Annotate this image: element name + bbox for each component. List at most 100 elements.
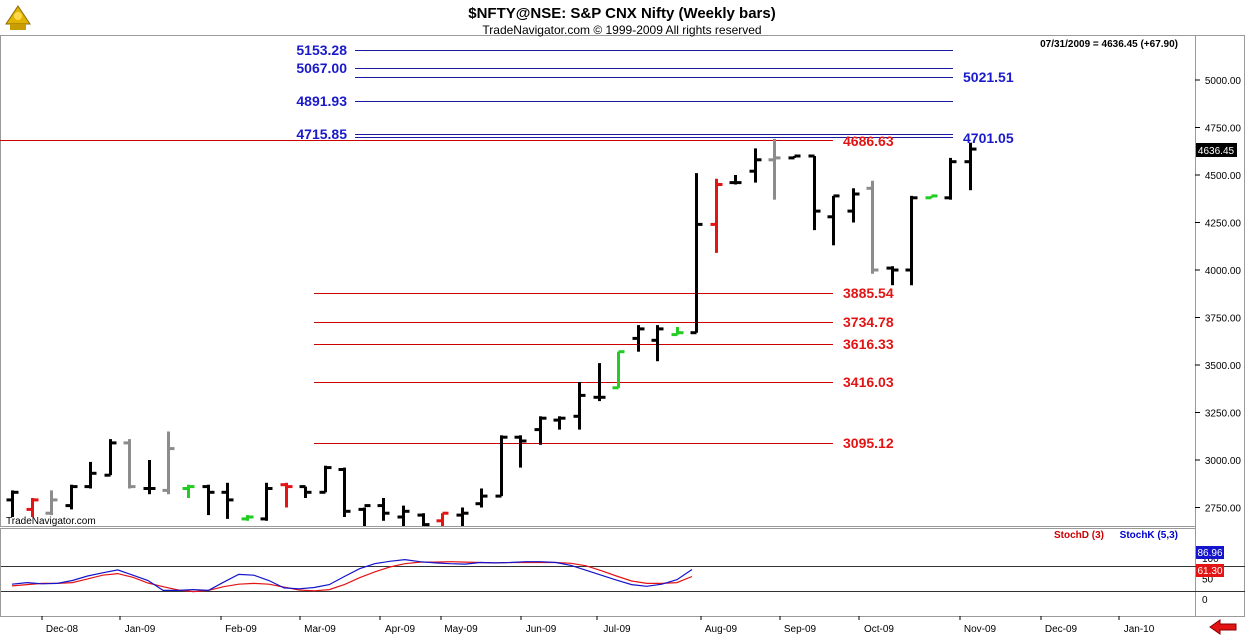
price-axis-label: 3000.00 <box>1205 456 1242 467</box>
stochd-legend: StochD (3) <box>1054 530 1104 541</box>
price-panel-frame <box>0 35 1196 527</box>
stoch-d-badge-text: 61.30 <box>1197 566 1222 577</box>
ohlc-bar <box>162 431 175 495</box>
ohlc-bar <box>768 138 781 200</box>
ohlc-bar <box>377 498 390 521</box>
ohlc-bar <box>788 154 801 160</box>
ohlc-bar <box>397 505 410 526</box>
ohlc-bar <box>905 195 918 286</box>
ohlc-bar <box>749 148 762 183</box>
stoch-series-line <box>11 558 693 592</box>
chart-subtitle: TradeNavigator.com © 1999-2009 All right… <box>482 23 761 37</box>
price-axis-label: 2750.00 <box>1205 504 1242 515</box>
ohlc-bar <box>241 515 254 521</box>
stoch-d-badge: 61.30 <box>1196 564 1224 577</box>
level-label-4891: 4891.93 <box>296 93 347 109</box>
ohlc-bar <box>358 504 371 526</box>
time-axis-label: Jun-09 <box>526 624 557 635</box>
ohlc-bar <box>436 511 449 526</box>
ohlc-bar <box>84 461 97 489</box>
stoch-axis-label: 0 <box>1202 595 1208 606</box>
ohlc-bar <box>729 175 742 185</box>
level-label-5067: 5067.00 <box>296 60 347 76</box>
ohlc-bar <box>319 465 332 494</box>
time-axis-label: Aug-09 <box>705 624 738 635</box>
ohlc-bar <box>182 484 195 498</box>
price-axis-label: 3750.00 <box>1205 314 1242 325</box>
ohlc-bar <box>671 327 684 337</box>
time-axis-label: Feb-09 <box>225 624 257 635</box>
ohlc-bar <box>45 490 58 516</box>
stoch-series-line <box>11 561 693 593</box>
ohlc-bar <box>827 194 840 246</box>
price-axis-label: 4000.00 <box>1205 266 1242 277</box>
time-axis-label: Dec-09 <box>1045 624 1078 635</box>
last-bar-info: 07/31/2009 = 4636.45 (+67.90) <box>1040 39 1178 50</box>
ohlc-bar <box>866 180 879 274</box>
ohlc-bars <box>6 138 977 527</box>
price-axis-label: 5000.00 <box>1205 76 1242 87</box>
price-axis-label: 3500.00 <box>1205 361 1242 372</box>
last-price-badge: 4636.45 <box>1196 143 1237 157</box>
ohlc-bar <box>964 142 977 191</box>
ohlc-bar <box>221 482 234 519</box>
scroll-left-arrow-icon[interactable] <box>1209 619 1237 635</box>
ohlc-bar <box>534 416 547 445</box>
time-axis-label: May-09 <box>444 624 478 635</box>
time-axis-label: Jul-09 <box>603 624 631 635</box>
price-axis-label: 4500.00 <box>1205 171 1242 182</box>
ohlc-bar <box>710 178 723 253</box>
ohlc-bar <box>514 435 527 468</box>
level-label-5153: 5153.28 <box>296 42 347 58</box>
level-label-3734: 3734.78 <box>843 314 894 330</box>
ohlc-bar <box>593 363 606 402</box>
watermark: TradeNavigator.com <box>6 516 96 527</box>
ohlc-bar <box>808 154 821 231</box>
level-label-4715: 4715.85 <box>296 126 347 142</box>
ohlc-bar <box>475 488 488 508</box>
price-axis-label: 4750.00 <box>1205 124 1242 135</box>
level-label-3095: 3095.12 <box>843 435 894 451</box>
time-axis-label: Sep-09 <box>784 624 817 635</box>
time-axis: Dec-08 Jan-09 Feb-09 Mar-09 Apr-09 May-09 Jun-… <box>41 616 1155 635</box>
time-axis-label: Jan-10 <box>1124 624 1155 635</box>
ohlc-bar <box>886 266 899 286</box>
level-label-3885: 3885.54 <box>843 285 894 301</box>
level-label-4701: 4701.05 <box>963 130 1014 146</box>
ohlc-bar <box>495 435 508 498</box>
ohlc-bar <box>260 482 273 521</box>
level-lines: 5153.28 5067.00 4891.93 4715.85 5021.51 … <box>0 42 1014 451</box>
time-axis-label: Dec-08 <box>46 624 79 635</box>
chart-title: $NFTY@NSE: S&P CNX Nifty (Weekly bars) <box>468 5 775 22</box>
ohlc-bar <box>299 485 312 498</box>
ohlc-bar <box>65 484 78 510</box>
time-axis-label: Nov-09 <box>964 624 997 635</box>
ohlc-bar <box>553 416 566 430</box>
ohlc-bar <box>143 460 156 495</box>
ohlc-bar <box>104 439 117 477</box>
price-axis-label: 4250.00 <box>1205 219 1242 230</box>
level-label-4686: 4686.63 <box>843 133 894 149</box>
last-price-badge-text: 4636.45 <box>1198 146 1235 157</box>
price-axis: 2750.00 3000.00 3250.00 3500.00 3750.00 4000.… <box>1195 76 1241 515</box>
ohlc-bar <box>456 507 469 526</box>
level-label-5021: 5021.51 <box>963 69 1014 85</box>
ohlc-bar <box>26 498 39 517</box>
ohlc-bar <box>6 490 19 517</box>
stoch-k-badge-text: 86.96 <box>1197 548 1222 559</box>
ohlc-bar <box>417 513 430 527</box>
ohlc-bar <box>651 325 664 362</box>
ohlc-bar <box>573 382 586 430</box>
stoch-axis-label: 50 <box>1202 575 1214 586</box>
trade-navigator-logo[interactable] <box>5 5 31 30</box>
ohlc-bar <box>944 157 957 200</box>
ohlc-bar <box>612 350 625 390</box>
level-label-3616: 3616.33 <box>843 336 894 352</box>
ohlc-bar <box>123 439 136 489</box>
level-label-3416: 3416.03 <box>843 374 894 390</box>
stochk-legend: StochK (5,3) <box>1120 530 1178 541</box>
ohlc-bar <box>280 482 293 508</box>
ohlc-bar <box>632 325 645 352</box>
time-axis-label: Oct-09 <box>864 624 894 635</box>
